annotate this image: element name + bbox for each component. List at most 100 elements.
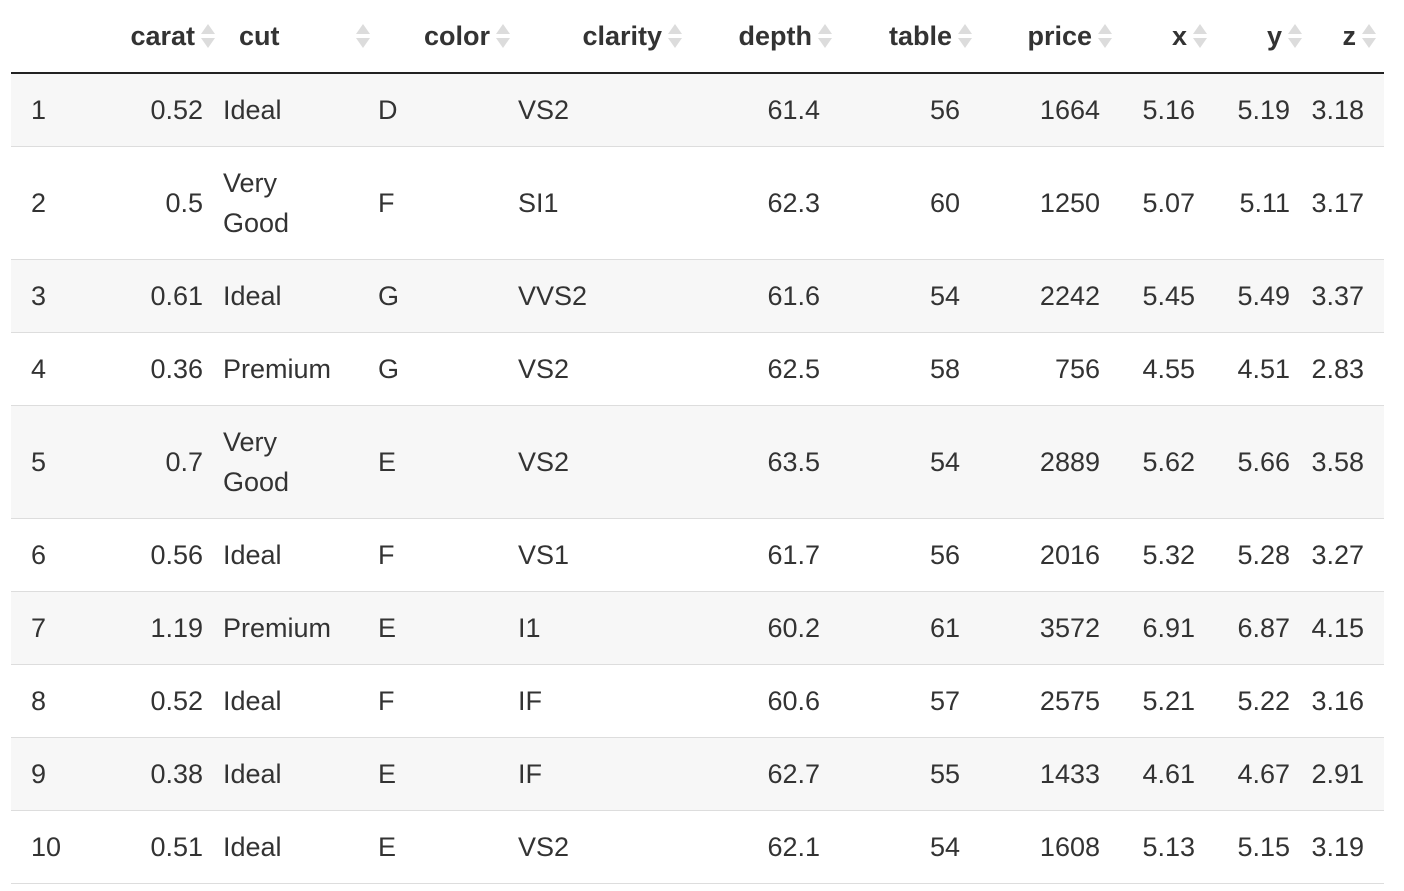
column-header-label: carat — [130, 20, 195, 51]
z-cell: 3.27 — [1311, 539, 1364, 570]
table-cell: 55 — [929, 758, 960, 789]
price-cell: 3572 — [1039, 612, 1100, 643]
table-cell: 57 — [929, 685, 960, 716]
depth-cell: 61.6 — [767, 280, 820, 311]
y-cell: 5.49 — [1237, 280, 1290, 311]
row-index-cell: 3 — [31, 280, 47, 311]
x-cell: 4.61 — [1142, 758, 1195, 789]
table-row[interactable]: 8 0.52 Ideal F IF 60.6 57 2575 5.21 5.22 3.16 — [11, 664, 1384, 737]
price-cell: 756 — [1054, 353, 1100, 384]
column-header-color[interactable]: color — [378, 0, 518, 74]
clarity-cell: I1 — [518, 612, 541, 643]
clarity-cell: VVS2 — [518, 280, 588, 311]
depth-cell: 61.7 — [767, 539, 820, 570]
color-cell: D — [378, 94, 398, 125]
depth-cell: 62.3 — [767, 187, 820, 218]
column-header-label: cut — [239, 20, 280, 51]
column-header-clarity[interactable]: clarity — [518, 0, 690, 74]
x-cell: 5.07 — [1142, 187, 1195, 218]
color-cell: E — [378, 831, 397, 862]
x-cell: 5.16 — [1142, 94, 1195, 125]
table-row[interactable]: 6 0.56 Ideal F VS1 61.7 56 2016 5.32 5.28 3.27 — [11, 518, 1384, 591]
y-cell: 5.22 — [1237, 685, 1290, 716]
column-header-label: x — [1171, 20, 1187, 51]
table-cell: 54 — [929, 831, 960, 862]
table-row[interactable]: 2 0.5 Very Good F SI1 62.3 60 1250 5.07 5.11 3.17 — [11, 146, 1384, 259]
table-row[interactable]: 10 0.51 Ideal E VS2 62.1 54 1608 5.13 5.15 3.19 — [11, 810, 1384, 883]
table-row[interactable]: 4 0.36 Premium G VS2 62.5 58 756 4.55 4.51 2.83 — [11, 332, 1384, 405]
column-header-label: depth — [738, 20, 813, 51]
cut-cell: Ideal — [223, 685, 282, 716]
cut-cell: Very Good — [223, 167, 290, 238]
color-cell: F — [378, 539, 395, 570]
table-cell: 60 — [929, 187, 960, 218]
color-cell: E — [378, 446, 397, 477]
sort-both-icon[interactable] — [958, 21, 972, 51]
column-header-depth[interactable]: depth — [690, 0, 840, 74]
carat-cell: 0.5 — [165, 187, 203, 218]
color-cell: E — [378, 758, 397, 789]
color-cell: G — [378, 280, 400, 311]
sort-both-icon[interactable] — [496, 21, 510, 51]
column-header-table[interactable]: table — [840, 0, 980, 74]
z-cell: 3.19 — [1311, 831, 1364, 862]
column-header-price[interactable]: price — [980, 0, 1120, 74]
column-header-label: price — [1027, 20, 1092, 51]
sort-both-icon[interactable] — [1193, 21, 1207, 51]
cut-cell: Premium — [223, 353, 332, 384]
carat-cell: 0.38 — [150, 758, 203, 789]
row-index-cell: 7 — [31, 612, 47, 643]
column-header-label: table — [888, 20, 952, 51]
sort-both-icon[interactable] — [1362, 21, 1376, 51]
y-cell: 4.51 — [1237, 353, 1290, 384]
table-row[interactable]: 1 0.52 Ideal D VS2 61.4 56 1664 5.16 5.19 3.18 — [11, 73, 1384, 146]
row-index-cell: 10 — [31, 831, 62, 862]
column-header-x[interactable]: x — [1120, 0, 1215, 74]
depth-cell: 60.6 — [767, 685, 820, 716]
table-row[interactable]: 5 0.7 Very Good E VS2 63.5 54 2889 5.62 5.66 3.58 — [11, 405, 1384, 518]
row-index-cell: 1 — [31, 94, 47, 125]
cut-cell: Ideal — [223, 758, 282, 789]
z-cell: 3.37 — [1311, 280, 1364, 311]
clarity-cell: IF — [518, 758, 542, 789]
cut-cell: Very Good — [223, 426, 290, 497]
y-cell: 5.15 — [1237, 831, 1290, 862]
column-header-y[interactable]: y — [1215, 0, 1310, 74]
data-table: carat cut color — [11, 0, 1384, 884]
table-row[interactable]: 3 0.61 Ideal G VVS2 61.6 54 2242 5.45 5.49 3.37 — [11, 259, 1384, 332]
z-cell: 2.83 — [1311, 353, 1364, 384]
x-cell: 5.32 — [1142, 539, 1195, 570]
y-cell: 5.28 — [1237, 539, 1290, 570]
table-row[interactable]: 7 1.19 Premium E I1 60.2 61 3572 6.91 6.87 4.15 — [11, 591, 1384, 664]
price-cell: 2016 — [1039, 539, 1100, 570]
sort-both-icon[interactable] — [356, 21, 370, 51]
row-index-cell: 6 — [31, 539, 47, 570]
sort-both-icon[interactable] — [668, 21, 682, 51]
clarity-cell: VS2 — [518, 94, 570, 125]
price-cell: 1608 — [1039, 831, 1100, 862]
column-header-z[interactable]: z — [1310, 0, 1384, 74]
sort-both-icon[interactable] — [201, 21, 215, 51]
x-cell: 5.62 — [1142, 446, 1195, 477]
column-header-carat[interactable]: carat — [91, 0, 223, 74]
row-index-cell: 8 — [31, 685, 47, 716]
price-cell: 2242 — [1039, 280, 1100, 311]
sort-both-icon[interactable] — [818, 21, 832, 51]
carat-cell: 0.56 — [150, 539, 203, 570]
z-cell: 4.15 — [1311, 612, 1364, 643]
column-header-cut[interactable]: cut — [223, 0, 378, 74]
column-header-index — [11, 0, 91, 74]
row-index-cell: 5 — [31, 446, 47, 477]
y-cell: 4.67 — [1237, 758, 1290, 789]
column-header-label: clarity — [582, 20, 662, 51]
cut-cell: Ideal — [223, 94, 282, 125]
carat-cell: 0.52 — [150, 94, 203, 125]
table-row[interactable]: 9 0.38 Ideal E IF 62.7 55 1433 4.61 4.67 2.91 — [11, 737, 1384, 810]
depth-cell: 61.4 — [767, 94, 820, 125]
price-cell: 2889 — [1039, 446, 1100, 477]
table-cell: 54 — [929, 446, 960, 477]
sort-both-icon[interactable] — [1098, 21, 1112, 51]
z-cell: 3.16 — [1311, 685, 1364, 716]
sort-both-icon[interactable] — [1288, 21, 1302, 51]
cut-cell: Ideal — [223, 831, 282, 862]
